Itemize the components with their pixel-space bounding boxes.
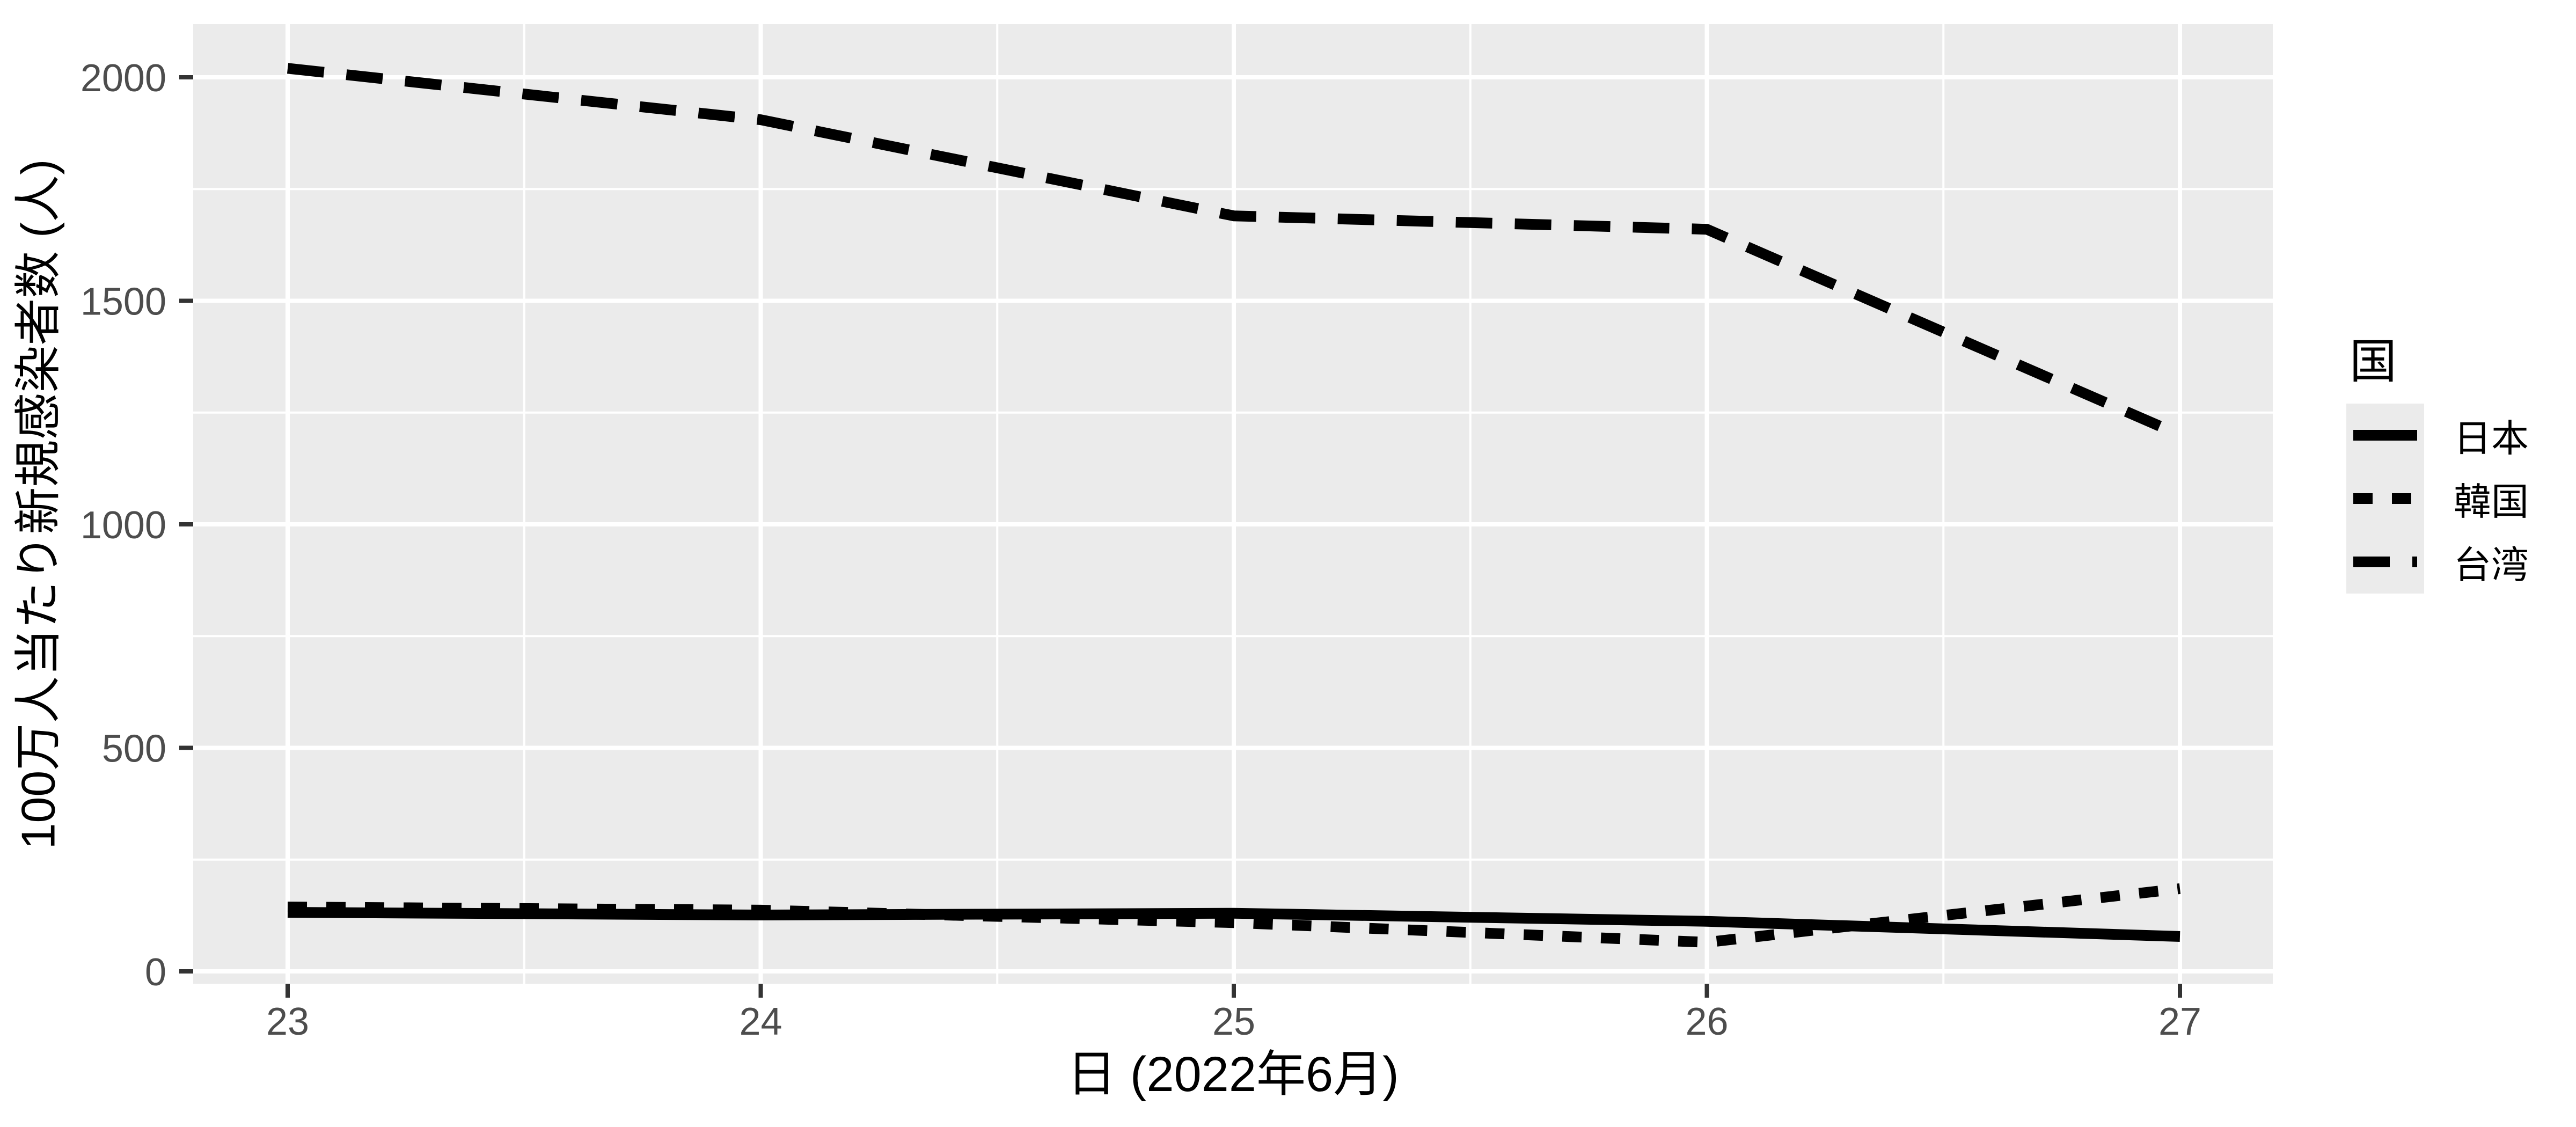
data-series-lines [287, 63, 2182, 948]
x-axis-title: 日 (2022年6月) [1067, 1047, 1399, 1102]
y-tick-label: 2000 [80, 57, 166, 100]
series-line-dashed [287, 883, 2181, 948]
x-tick-label: 23 [266, 1000, 309, 1043]
y-tick-label: 1000 [80, 504, 166, 547]
x-tick-label: 25 [1212, 1000, 1255, 1043]
y-tick-label: 0 [145, 951, 166, 994]
legend-key-solid [2346, 404, 2424, 467]
major-gridlines [193, 24, 2273, 984]
x-axis-tick-labels: 23 24 25 26 27 [266, 1000, 2201, 1043]
legend-label: 韓国 [2454, 480, 2529, 523]
legend-label: 台湾 [2454, 544, 2529, 586]
x-tick-label: 27 [2158, 1000, 2201, 1043]
x-tick-label: 26 [1685, 1000, 1728, 1043]
legend-key-longdash [2346, 530, 2424, 594]
legend-title: 国 [2350, 335, 2397, 388]
x-tick-label: 24 [739, 1000, 782, 1043]
y-tick-label: 500 [102, 728, 166, 771]
y-axis-title: 100万人当たり新規感染者数 (人) [11, 159, 65, 849]
legend-items: 日本 韓国 台湾 [2346, 404, 2529, 594]
legend-item: 韓国 [2346, 467, 2529, 530]
legend-item: 台湾 [2346, 530, 2529, 594]
legend-key-dashed [2346, 467, 2424, 530]
legend-item: 日本 [2346, 404, 2529, 467]
y-axis-tick-labels: 0 500 1000 1500 2000 [80, 57, 166, 994]
axis-tick-marks [179, 75, 2182, 998]
y-tick-label: 1500 [80, 281, 166, 324]
series-line-longdash [287, 63, 2182, 440]
legend-label: 日本 [2454, 417, 2529, 459]
